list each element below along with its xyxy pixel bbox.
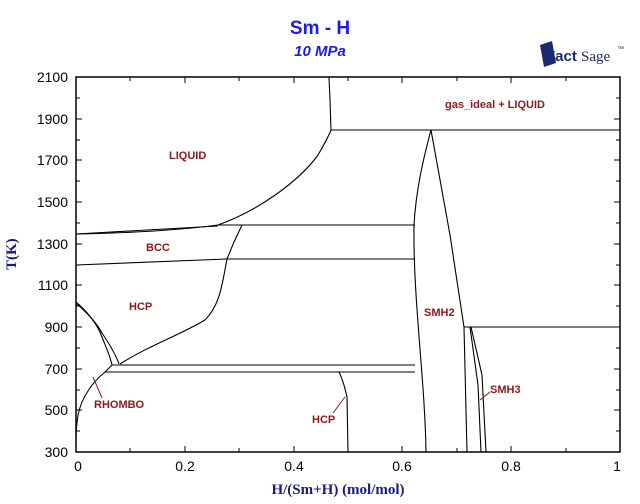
y-tick-label: 300 (45, 444, 69, 460)
factsage-logo-icon: Fact Sage ™ (540, 41, 624, 67)
smh3-left-boundary (469, 326, 482, 453)
x-axis-ticks (129, 77, 567, 452)
y-tick-label: 1700 (37, 152, 68, 168)
y-tick-label: 1300 (37, 236, 68, 252)
smh3-pointer (479, 391, 491, 401)
label-liquid: LIQUID (169, 150, 206, 162)
label-bcc: BCC (146, 242, 170, 254)
logo-text-bold: Fact (546, 48, 577, 65)
label-smh3: SMH3 (490, 384, 521, 396)
smh2-left-boundary (413, 129, 432, 453)
hcp-rhombo-boundary-1 (75, 301, 113, 366)
rhombo-pointer (92, 376, 103, 399)
bcc-top-left (75, 225, 219, 235)
y-tick-label: 2100 (37, 69, 68, 85)
x-tick-label: 1 (613, 458, 621, 474)
hcp-pointer (332, 396, 346, 414)
hcp-low-boundary (338, 371, 349, 453)
x-tick-label: 0.2 (175, 458, 195, 474)
smh3-right-boundary (470, 326, 487, 453)
smh2-right-boundary (430, 129, 468, 453)
chart-title: Sm - H (289, 18, 351, 39)
logo-trademark: ™ (617, 46, 624, 53)
y-tick-label: 1500 (37, 194, 68, 210)
y-tick-label: 700 (45, 361, 69, 377)
y-tick-label: 900 (45, 319, 69, 335)
phase-boundaries (75, 76, 620, 453)
bcc-right-boundary (226, 224, 243, 260)
liquidus-curve (75, 129, 332, 235)
label-hcp-low: HCP (312, 414, 335, 426)
x-tick-label: 0.8 (501, 458, 521, 474)
x-axis-label: H/(Sm+H) (mol/mol) (271, 482, 405, 498)
x-tick-label: 0.6 (392, 458, 412, 474)
label-hcp: HCP (129, 301, 152, 313)
y-tick-labels: 300 500 700 900 1100 1300 1500 1700 1900… (37, 69, 68, 460)
chart-subtitle: 10 MPa (294, 43, 346, 60)
label-rhombo: RHOMBO (94, 399, 145, 411)
plot-frame (75, 76, 621, 453)
logo-text-light: Sage (581, 49, 611, 65)
x-tick-label: 0 (74, 458, 82, 474)
label-pointers (92, 376, 491, 414)
x-tick-label: 0.4 (284, 458, 304, 474)
x-tick-labels: 0 0.2 0.4 0.6 0.8 1 (74, 458, 621, 474)
liquid-gas-boundary (328, 76, 332, 131)
y-axis-label: T(K) (4, 238, 20, 270)
invariant-connector (104, 364, 113, 373)
label-smh2: SMH2 (424, 307, 455, 319)
y-tick-label: 1900 (37, 111, 68, 127)
hcp-solvus-curve (119, 258, 228, 365)
y-tick-label: 1100 (38, 277, 68, 293)
bcc-bottom-left (75, 258, 228, 266)
hcp-rhombo-boundary-2 (75, 302, 120, 365)
rhombo-solvus (75, 371, 106, 441)
y-tick-label: 500 (45, 402, 69, 418)
label-gas-liquid: gas_ideal + LIQUID (445, 99, 545, 111)
